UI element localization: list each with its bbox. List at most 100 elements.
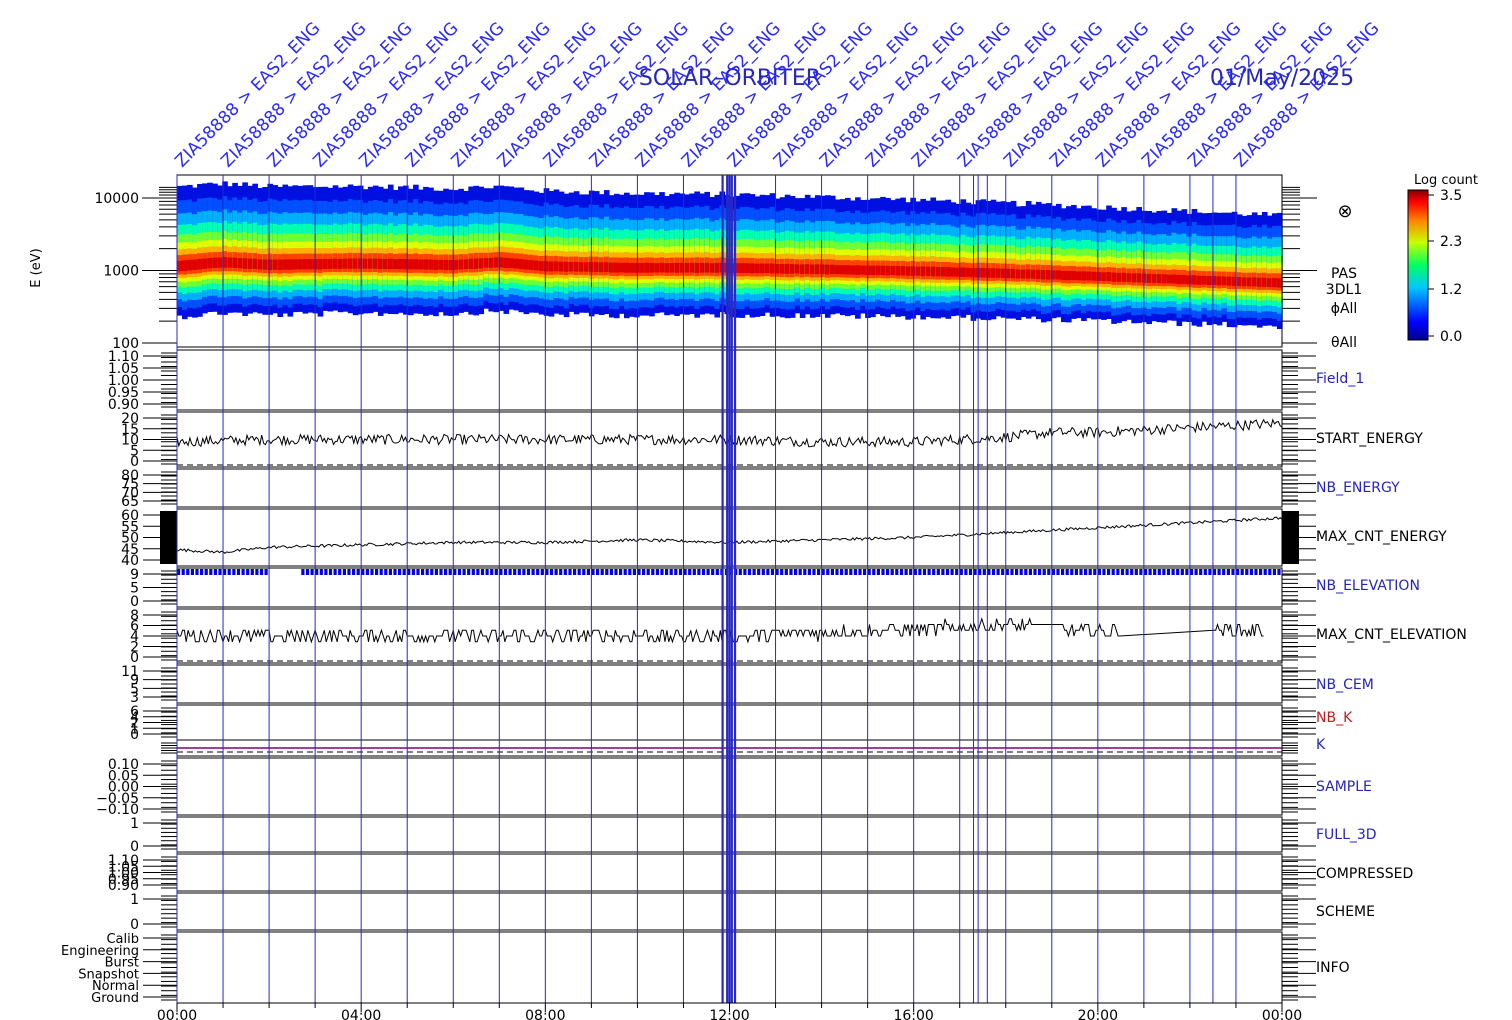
spectrogram-column xyxy=(1241,215,1248,326)
nb-elevation-mark xyxy=(462,569,466,575)
spectrogram-band xyxy=(573,261,580,272)
spectrogram-band xyxy=(327,259,334,269)
spectrogram-band xyxy=(749,263,756,274)
spectrogram-band xyxy=(443,259,449,270)
spectrogram-column xyxy=(1020,206,1027,317)
spectrogram-column xyxy=(819,195,826,314)
spectrogram-band xyxy=(774,264,781,274)
nb-elevation-mark xyxy=(1272,569,1276,575)
panel-label: MAX_CNT_ENERGY xyxy=(1316,529,1447,545)
spectrogram-column xyxy=(1216,212,1223,326)
panel-tick-label: 20 xyxy=(121,411,139,427)
panel-label: COMPRESSED xyxy=(1316,866,1413,882)
nb-elevation-mark xyxy=(623,569,627,575)
panel-tick-label: 0 xyxy=(130,650,139,666)
spectrogram-side-label: PAS xyxy=(1331,266,1357,282)
panel-tick-label: 1.05 xyxy=(108,859,139,875)
panel-tick-label: 1.00 xyxy=(108,373,139,389)
nb-elevation-mark xyxy=(913,569,917,575)
nb-elevation-mark xyxy=(513,569,517,575)
spectrogram-band xyxy=(935,267,942,277)
spectrogram-band xyxy=(553,261,560,272)
nb-elevation-mark xyxy=(784,569,788,575)
nb-elevation-mark xyxy=(1231,569,1235,575)
spectrogram-band xyxy=(1086,271,1092,281)
panel-label: NB_CEM xyxy=(1316,677,1374,693)
spectrogram-band xyxy=(734,263,741,273)
spectrogram-column xyxy=(608,195,615,318)
spectrogram-column xyxy=(1030,204,1037,317)
spectrogram-column xyxy=(789,196,796,318)
nb-elevation-mark xyxy=(1102,569,1106,575)
spectrogram-column xyxy=(598,194,605,315)
panel-tick-label: 1 xyxy=(130,816,139,832)
nb-elevation-mark xyxy=(494,569,498,575)
nb-elevation-mark xyxy=(540,569,544,575)
nb-elevation-mark xyxy=(200,569,204,575)
spectrogram-column xyxy=(1010,200,1017,319)
spectrogram-band xyxy=(845,265,851,275)
nb-elevation-mark xyxy=(789,569,793,575)
spectrogram-band xyxy=(498,257,505,268)
spectrogram-band xyxy=(362,258,369,269)
spectrogram-band xyxy=(1015,269,1022,279)
spectrogram-column xyxy=(362,189,369,314)
spectrogram-band xyxy=(714,263,721,273)
spectrogram-column xyxy=(473,185,479,316)
nb-elevation-mark xyxy=(899,569,904,575)
energy-spectrogram: 10000 1000 100 xyxy=(94,174,1317,352)
spectrogram-band xyxy=(182,260,188,271)
spectrogram-band xyxy=(875,265,881,275)
spectrogram-column xyxy=(850,200,856,316)
spectrogram-column xyxy=(1131,210,1137,324)
spectrogram-band xyxy=(448,260,454,271)
nb-elevation-mark xyxy=(752,569,756,575)
spectrogram-column xyxy=(257,188,263,314)
spectrogram-column xyxy=(563,193,570,318)
nb-elevation-mark xyxy=(1143,569,1148,575)
spectrogram-band xyxy=(1261,277,1268,287)
spectrogram-column xyxy=(613,193,620,319)
nb-elevation-mark xyxy=(204,569,208,575)
spectrogram-band xyxy=(1201,275,1208,285)
panel-nb-elevation: 950 NB_ELEVATION xyxy=(130,567,1420,610)
nb-elevation-mark xyxy=(1166,569,1171,575)
spectrogram-band xyxy=(1096,272,1102,281)
nb-elevation-mark xyxy=(1070,569,1074,575)
spectrogram-column xyxy=(533,191,540,313)
spectrogram-column xyxy=(945,199,952,319)
nb-elevation-mark xyxy=(1254,569,1258,575)
nb-elevation-mark xyxy=(780,569,784,575)
nb-elevation-mark xyxy=(1189,569,1194,575)
nb-elevation-mark xyxy=(757,569,761,575)
panel-label: INFO xyxy=(1316,960,1350,976)
nb-elevation-mark xyxy=(305,569,310,575)
spectrogram-band xyxy=(418,259,424,270)
panel-label: K xyxy=(1316,737,1326,753)
spectrogram-column xyxy=(834,199,841,314)
panel-tick-label: 0.10 xyxy=(108,757,139,773)
spectrogram-column xyxy=(985,201,992,321)
spectrogram-column xyxy=(1121,207,1127,322)
spectrogram-column xyxy=(548,191,555,317)
spectrogram-band xyxy=(930,266,937,277)
spectrogram-band xyxy=(1206,276,1213,285)
spectrogram-column xyxy=(538,192,545,315)
spectrogram-column xyxy=(357,185,364,315)
panel-tick-label: Snapshot xyxy=(78,967,139,982)
spectrogram-band xyxy=(493,257,500,268)
spectrogram-band xyxy=(905,266,911,276)
spectrogram-band xyxy=(1196,275,1203,285)
spectrogram-column xyxy=(1005,202,1012,319)
spectrogram-column xyxy=(689,193,695,314)
colorbar-tick-label: 2.3 xyxy=(1440,234,1462,250)
spectrogram-column xyxy=(392,190,399,315)
spectrogram-column xyxy=(1076,208,1082,319)
spectrogram-column xyxy=(182,185,188,320)
nb-elevation-mark xyxy=(761,569,765,575)
nb-elevation-mark xyxy=(577,569,581,575)
nb-elevation-mark xyxy=(614,569,618,575)
nb-elevation-mark xyxy=(688,569,692,575)
panel-tick-label: 45 xyxy=(121,542,139,558)
